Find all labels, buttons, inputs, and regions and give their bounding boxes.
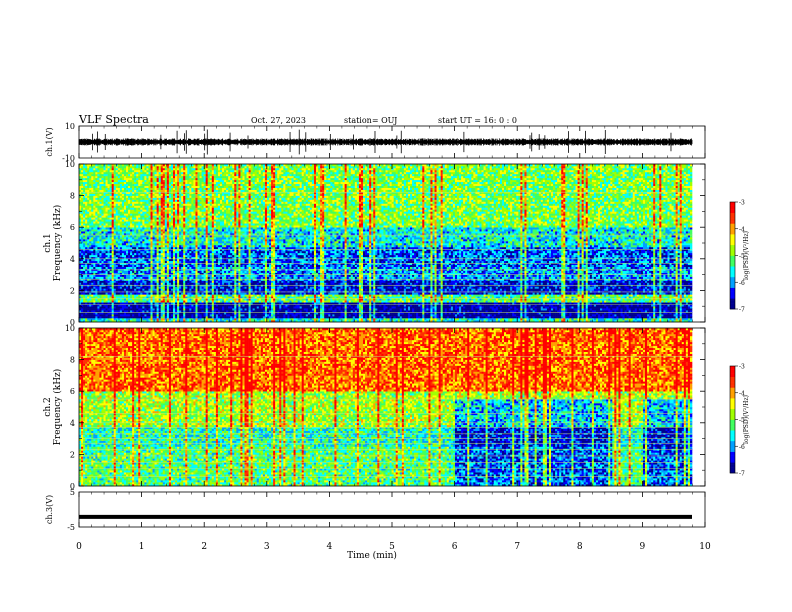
plot-frame bbox=[79, 492, 705, 527]
waveform-trace bbox=[79, 129, 692, 154]
colorbar-tick-label: -7 bbox=[739, 471, 745, 478]
y-tick-label: 6 bbox=[70, 223, 75, 232]
y-axis-label: ch.1(V) bbox=[45, 127, 54, 156]
x-tick-label: 4 bbox=[327, 542, 333, 552]
x-tick-label: 2 bbox=[201, 542, 207, 552]
x-tick-label: 1 bbox=[139, 542, 145, 552]
y-tick-label: 5 bbox=[70, 488, 75, 497]
y-tick-label: 8 bbox=[70, 192, 75, 201]
y-tick-label: 6 bbox=[70, 387, 75, 396]
x-axis-label: Time (min) bbox=[347, 550, 397, 561]
y-tick-label: 10 bbox=[65, 324, 75, 333]
y-axis-label-channel: ch.2 bbox=[43, 397, 53, 416]
x-tick-label: 9 bbox=[640, 542, 646, 552]
y-axis-label: Frequency (kHz) bbox=[52, 205, 63, 282]
x-tick-label: 8 bbox=[577, 542, 583, 552]
y-tick-label: 4 bbox=[70, 255, 75, 264]
x-tick-label: 6 bbox=[452, 542, 458, 552]
y-tick-label: 10 bbox=[65, 160, 75, 169]
y-tick-label: 4 bbox=[70, 419, 75, 428]
colorbar-tick-label: -3 bbox=[739, 364, 745, 371]
y-axis-label: Frequency (kHz) bbox=[52, 369, 63, 446]
x-tick-label: 3 bbox=[264, 542, 270, 552]
spectrogram-ch1 bbox=[79, 164, 738, 322]
y-axis-label-channel: ch.1 bbox=[43, 233, 53, 252]
x-tick-label: 7 bbox=[514, 542, 520, 552]
spectrogram-ch2 bbox=[79, 328, 738, 486]
waveform-ch1 bbox=[79, 126, 705, 158]
y-tick-label: 2 bbox=[70, 450, 75, 459]
y-tick-label: 2 bbox=[70, 286, 75, 295]
y-axis-label: ch.3(V) bbox=[45, 495, 54, 524]
waveform-ch3 bbox=[79, 492, 705, 527]
colorbar-tick-label: -3 bbox=[739, 200, 745, 207]
colorbar-label: log(PSD)(V²/Hz) bbox=[743, 231, 750, 280]
x-tick-label: 10 bbox=[699, 542, 711, 552]
x-tick-label: 0 bbox=[76, 542, 82, 552]
y-tick-label: 10 bbox=[65, 122, 75, 131]
colorbar-label: log(PSD)(V²/Hz) bbox=[743, 395, 750, 444]
y-tick-label: 8 bbox=[70, 356, 75, 365]
y-tick-label: -5 bbox=[67, 523, 75, 532]
colorbar-tick-label: -7 bbox=[739, 307, 745, 314]
